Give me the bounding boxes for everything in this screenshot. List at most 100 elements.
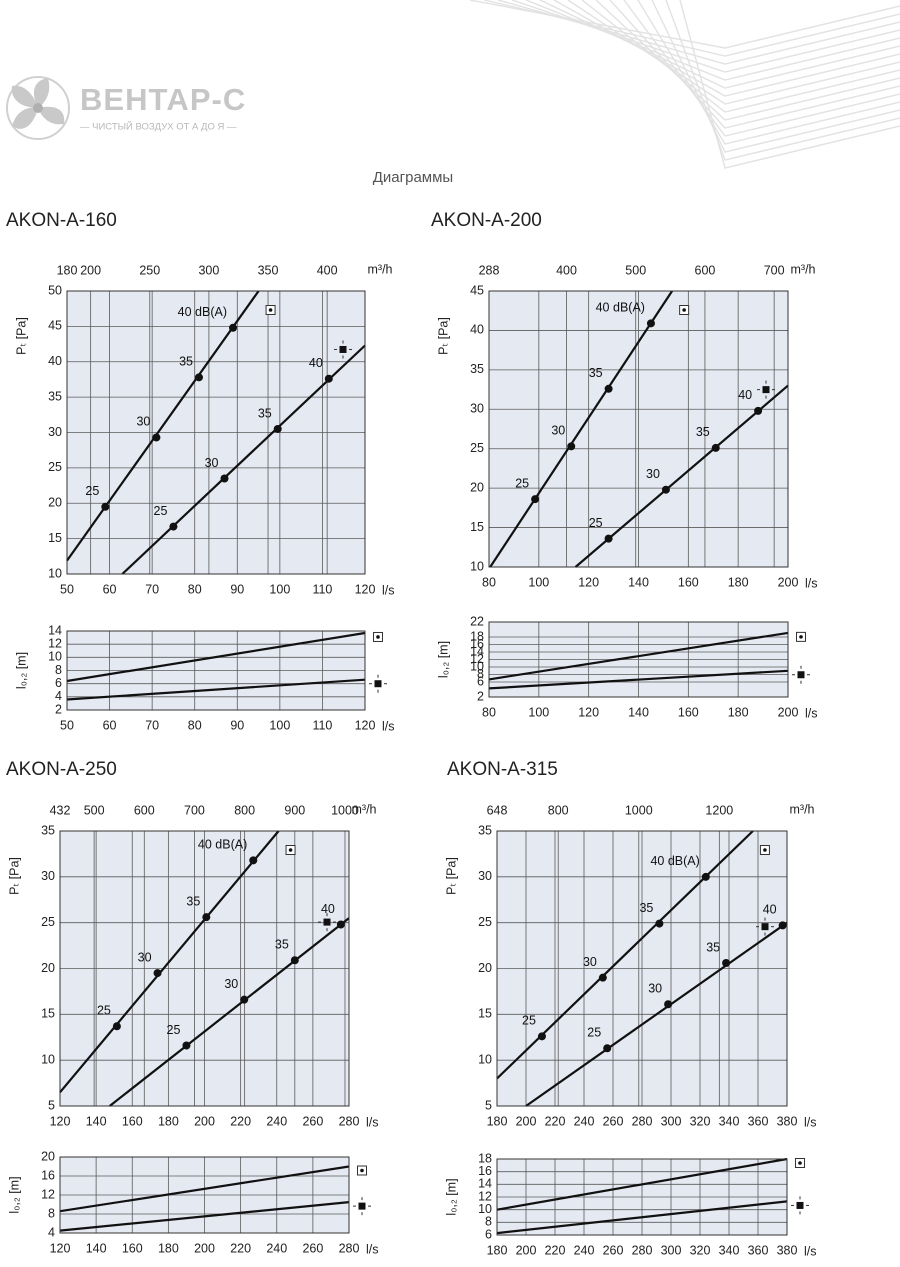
- deco-line: [623, 0, 900, 137]
- y-tick-label: 8: [48, 1206, 55, 1220]
- y-tick-label: 20: [470, 480, 484, 494]
- x-tick-label: 340: [719, 1243, 740, 1257]
- x-tick-label: 90: [230, 582, 244, 596]
- x-axis-label: l/s: [382, 719, 395, 733]
- series-icon: [374, 680, 382, 688]
- chart-title: AKON-A-250: [6, 759, 117, 780]
- point-label: 35: [186, 894, 200, 908]
- x-tick-label: 100: [269, 718, 290, 732]
- x-axis-label: l/s: [382, 583, 395, 597]
- x-tick-label: 120: [578, 575, 599, 589]
- y-tick-label: 8: [477, 667, 484, 681]
- point-label: 40 dB(A): [596, 301, 645, 315]
- x-tick-label: 320: [690, 1243, 711, 1257]
- point-label: 35: [275, 938, 289, 952]
- x-tick-label: 50: [60, 718, 74, 732]
- y-tick-label: 45: [470, 283, 484, 297]
- point-label: 35: [589, 366, 603, 380]
- chart: AKON-A-250 5 10 15 20 25 30 35 120 140 160 180 200 22…: [6, 759, 379, 1129]
- deco-line: [637, 0, 900, 145]
- series-icon: [796, 1201, 804, 1209]
- x-tick-label: 240: [266, 1241, 287, 1255]
- header-decoration: [469, 0, 900, 169]
- series-line: [488, 631, 789, 681]
- point-label: 40: [321, 902, 335, 916]
- x-tick-label: 200: [516, 1114, 537, 1128]
- x2-tick-label: 400: [556, 263, 577, 277]
- x2-tick-label: 500: [84, 803, 105, 817]
- y-tick-label: 12: [478, 1189, 492, 1203]
- series-line: [66, 631, 366, 683]
- x-tick-label: 160: [678, 705, 699, 719]
- y-tick-label: 12: [470, 652, 484, 666]
- deco-line: [567, 0, 900, 105]
- x-tick-label: 80: [482, 705, 496, 719]
- data-point: [153, 969, 162, 978]
- point-label: 25: [589, 516, 603, 530]
- x-tick-label: 60: [103, 718, 117, 732]
- y-tick-label: 50: [48, 283, 62, 297]
- y-tick-label: 15: [478, 1007, 492, 1021]
- y-tick-label: 6: [485, 1227, 492, 1241]
- x-tick-label: 220: [545, 1243, 566, 1257]
- data-point: [722, 959, 731, 967]
- deco-line: [497, 0, 900, 65]
- series-line: [488, 669, 789, 690]
- x2-tick-label: 1200: [705, 803, 733, 817]
- y-tick-label: 35: [478, 823, 492, 837]
- deco-line: [553, 0, 900, 97]
- series-icon: [360, 1168, 364, 1173]
- deco-line: [609, 0, 900, 129]
- x-tick-label: 120: [50, 1114, 71, 1128]
- y-tick-label: 14: [470, 644, 484, 658]
- data-point: [169, 522, 178, 531]
- data-point: [711, 443, 720, 452]
- point-label: 40: [763, 903, 777, 917]
- x-tick-label: 200: [778, 705, 799, 719]
- data-point: [537, 1032, 546, 1041]
- x-tick-label: 360: [748, 1243, 769, 1257]
- deco-line: [539, 0, 900, 89]
- x-axis-label: l/s: [804, 1244, 817, 1258]
- series-icon: [798, 1161, 802, 1165]
- point-label: 40: [309, 356, 323, 370]
- x-tick-label: 180: [487, 1114, 508, 1128]
- logo-ring: [6, 76, 70, 140]
- x-tick-label: 160: [122, 1114, 143, 1128]
- x2-tick-label: 648: [487, 803, 508, 817]
- data-point: [567, 442, 576, 451]
- y-tick-label: 20: [41, 961, 55, 975]
- x-tick-label: 220: [230, 1241, 251, 1255]
- x-tick-label: 200: [516, 1243, 537, 1257]
- point-label: 30: [138, 950, 152, 964]
- x2-tick-label: 250: [139, 263, 160, 277]
- series-line: [121, 344, 366, 575]
- x-tick-label: 180: [158, 1114, 179, 1128]
- x-tick-label: 180: [728, 575, 749, 589]
- x-tick-label: 70: [145, 718, 159, 732]
- data-point: [598, 973, 607, 982]
- x-tick-label: 120: [355, 718, 376, 732]
- x-tick-label: 280: [339, 1114, 360, 1128]
- point-label: 40 dB(A): [178, 305, 227, 319]
- x-tick-label: 60: [103, 582, 117, 596]
- plot-border: [59, 830, 350, 1107]
- x2-tick-label: 600: [134, 803, 155, 817]
- y-tick-label: 30: [470, 402, 484, 416]
- x-tick-label: 260: [603, 1114, 624, 1128]
- point-label: 35: [179, 355, 193, 369]
- data-point: [202, 913, 211, 922]
- x2-tick-label: 500: [625, 263, 646, 277]
- point-label: 40 dB(A): [198, 838, 247, 852]
- x2-tick-label: 800: [234, 803, 255, 817]
- x-tick-label: 160: [122, 1241, 143, 1255]
- data-point: [603, 1044, 612, 1053]
- x-tick-label: 240: [574, 1243, 595, 1257]
- y-axis-label: l₀,₂ [m]: [7, 1176, 21, 1213]
- y-axis-label: l₀,₂ [m]: [436, 641, 450, 678]
- x-tick-label: 180: [728, 705, 749, 719]
- data-point: [182, 1041, 191, 1050]
- x-tick-label: 260: [302, 1241, 323, 1255]
- y-tick-label: 12: [48, 636, 62, 650]
